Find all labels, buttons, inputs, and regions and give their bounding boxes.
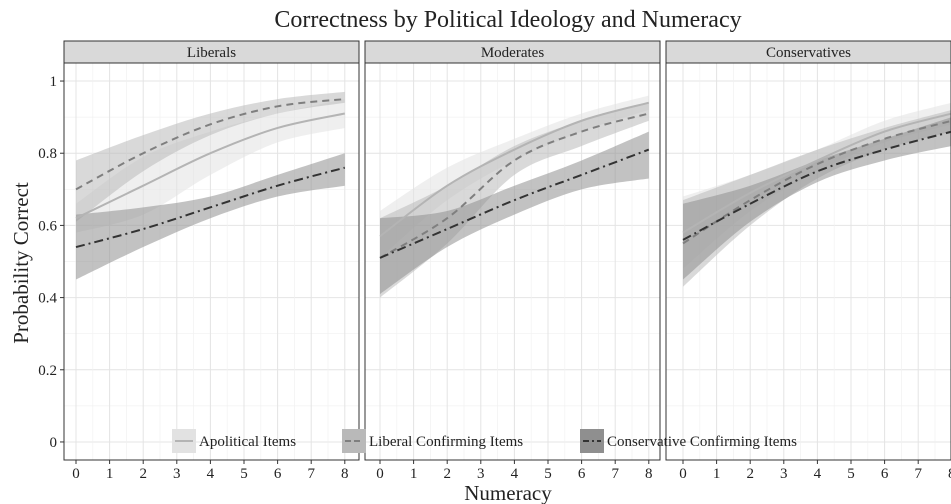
- legend: Apolitical Items Liberal Confirming Items…: [172, 429, 797, 453]
- x-tick-label: 5: [847, 466, 855, 482]
- y-tick-label: 0.6: [38, 218, 57, 234]
- x-tick-label: 6: [274, 466, 282, 482]
- x-tick-label: 8: [341, 466, 349, 482]
- series-line-1: [379, 112, 650, 259]
- y-tick-label: 0.4: [38, 291, 57, 307]
- series-line-0: [682, 112, 951, 234]
- legend-item: Conservative Confirming Items: [580, 429, 797, 453]
- panel-liberals: Liberals 0 1 2 3 4 5 6 7 8 0 0.2 0.4 0.6 0.8 1: [38, 40, 360, 482]
- x-tick-label: 1: [713, 466, 721, 482]
- panel-border: [665, 62, 951, 461]
- x-tick-label: 2: [139, 466, 147, 482]
- legend-item: Apolitical Items: [172, 429, 296, 453]
- panel-strip-label: Liberals: [187, 45, 236, 61]
- chart-title: Correctness by Political Ideology and Nu…: [274, 7, 741, 33]
- panel-border: [63, 62, 360, 461]
- series-line-1: [682, 119, 951, 245]
- x-tick-label: 7: [307, 466, 315, 482]
- ribbon-0: [76, 99, 345, 233]
- panel-content: [682, 102, 951, 287]
- ribbon-2: [380, 131, 649, 294]
- panel-moderates: Moderates 0 1 2 3 4 5 6 7 8: [364, 40, 661, 482]
- panel-strip-label: Moderates: [481, 45, 544, 61]
- ribbon-2: [683, 117, 951, 280]
- legend-item: Liberal Confirming Items: [342, 429, 523, 453]
- series-line-0: [75, 112, 346, 220]
- x-tick-label: 0: [72, 466, 80, 482]
- panel-content: [379, 95, 650, 298]
- legend-label: Liberal Confirming Items: [369, 434, 523, 450]
- panel-border: [364, 62, 661, 461]
- series-line-2: [379, 148, 650, 259]
- series-line-2: [75, 166, 346, 249]
- x-tick-label: 1: [410, 466, 418, 482]
- x-tick-label: 5: [544, 466, 552, 482]
- ribbon-1: [76, 91, 345, 222]
- x-tick-label: 6: [881, 466, 889, 482]
- x-tick-label: 4: [814, 466, 822, 482]
- x-tick-label: 3: [477, 466, 485, 482]
- x-tick-label: 5: [240, 466, 248, 482]
- x-axis-label: Numeracy: [464, 481, 552, 504]
- series-line-0: [379, 101, 650, 238]
- x-tick-label: 0: [679, 466, 687, 482]
- y-tick-label: 0.8: [38, 146, 57, 162]
- y-tick-label: 1: [50, 74, 58, 90]
- x-tick-label: 3: [173, 466, 181, 482]
- x-tick-label: 1: [106, 466, 114, 482]
- ribbon-1: [380, 102, 649, 298]
- x-tick-label: 7: [611, 466, 619, 482]
- x-tick-label: 2: [443, 466, 451, 482]
- y-axis-label: Probability Correct: [9, 182, 33, 344]
- x-tick-label: 3: [780, 466, 788, 482]
- x-tick-label: 8: [948, 466, 951, 482]
- series-line-1: [75, 98, 345, 191]
- legend-label: Apolitical Items: [199, 434, 296, 450]
- legend-label: Conservative Confirming Items: [607, 434, 797, 450]
- y-tick-label: 0.2: [38, 363, 57, 379]
- x-tick-label: 6: [578, 466, 586, 482]
- x-tick-label: 2: [746, 466, 754, 482]
- panel-strip-label: Conservatives: [766, 45, 851, 61]
- x-tick-label: 4: [511, 466, 519, 482]
- y-tick-label: 0: [50, 435, 58, 451]
- panel-conservatives: Conservatives 0 1 2 3 4 5 6 7 8: [665, 40, 951, 482]
- x-tick-label: 8: [645, 466, 653, 482]
- x-tick-label: 0: [376, 466, 384, 482]
- x-tick-label: 4: [207, 466, 215, 482]
- series-line-2: [682, 130, 951, 241]
- panel-content: [75, 91, 346, 280]
- x-tick-label: 7: [914, 466, 922, 482]
